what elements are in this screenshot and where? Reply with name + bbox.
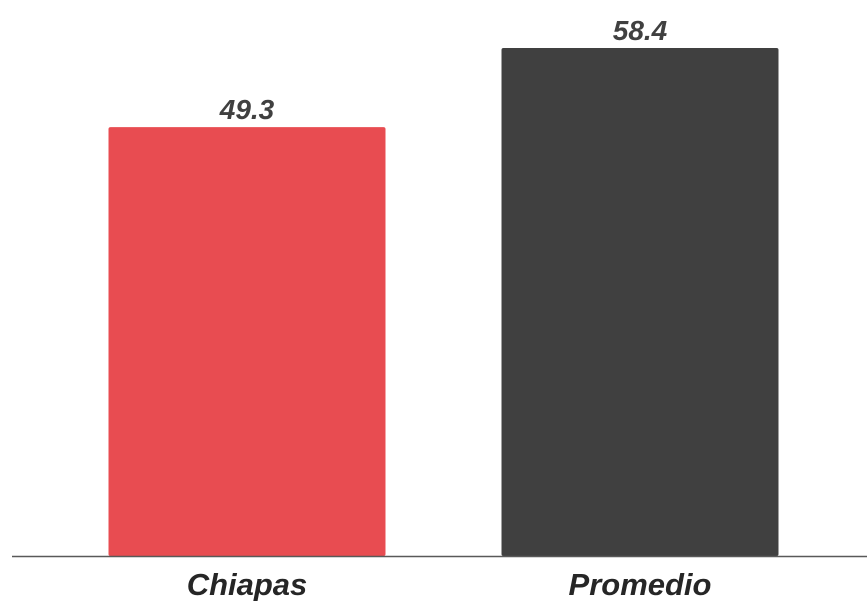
bar-promedio [501, 48, 779, 556]
category-label-promedio: Promedio [569, 567, 712, 601]
data-label-chiapas: 49.3 [219, 94, 275, 125]
data-labels-group: 49.3 58.4 [219, 15, 668, 125]
data-label-promedio: 58.4 [613, 15, 668, 46]
category-label-chiapas: Chiapas [187, 567, 308, 601]
bars-group [108, 48, 779, 556]
bar-chiapas [108, 127, 386, 556]
category-labels-group: Chiapas Promedio [187, 567, 712, 601]
